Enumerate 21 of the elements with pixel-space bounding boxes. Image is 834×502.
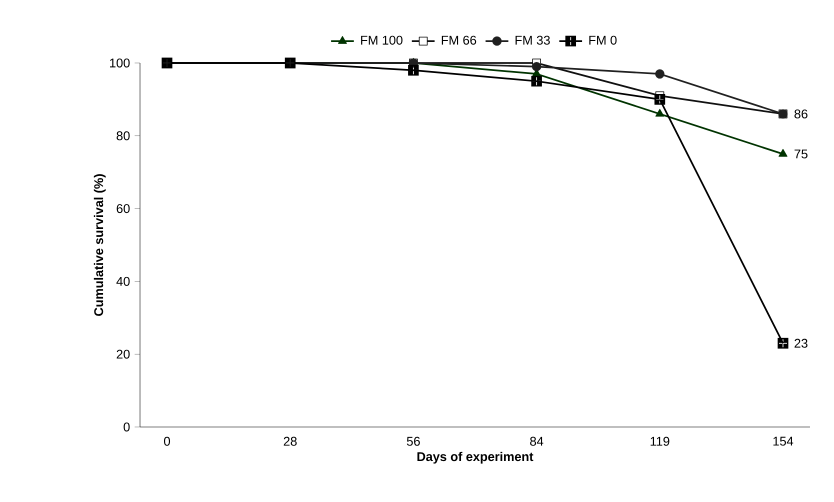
- legend-label: FM 33: [516, 36, 550, 45]
- y-tick-label: 20: [116, 350, 130, 359]
- x-tick-label: 84: [530, 436, 544, 446]
- x-axis-title: Days of experiment: [417, 452, 534, 464]
- x-tick-label: 56: [406, 436, 420, 446]
- y-tick-label: 80: [116, 131, 130, 140]
- x-tick-label: 28: [284, 436, 297, 446]
- legend-label: FM 100: [361, 36, 402, 45]
- x-tick-label: 154: [773, 436, 794, 446]
- legend-label: FM 66: [442, 36, 476, 45]
- y-axis-title: Cumulative survival (%): [94, 174, 106, 316]
- data-label: 86: [794, 109, 808, 118]
- legend-label: FM 0: [589, 36, 617, 45]
- y-tick-label: 0: [124, 422, 130, 432]
- x-tick-label: 0: [164, 436, 170, 446]
- y-tick-label: 60: [116, 204, 130, 214]
- x-tick-label: 119: [650, 436, 670, 446]
- y-tick-label: 100: [110, 58, 130, 68]
- data-label: 23: [794, 338, 808, 348]
- y-tick-label: 40: [116, 276, 130, 286]
- data-label: 75: [794, 150, 808, 158]
